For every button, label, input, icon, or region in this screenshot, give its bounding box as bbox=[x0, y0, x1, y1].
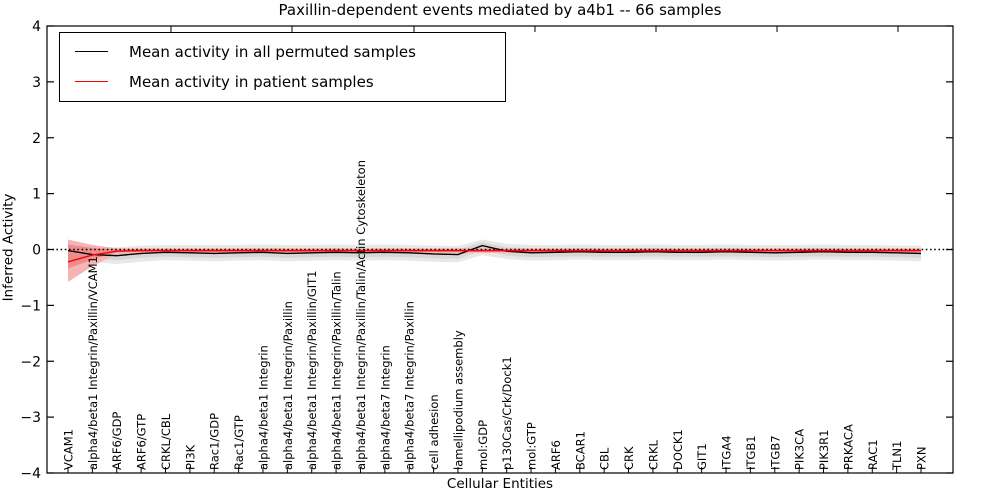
y-tick-label: 2 bbox=[32, 131, 41, 147]
patient-mean-line bbox=[67, 249, 921, 263]
x-category-label: mol:GDP bbox=[476, 420, 490, 470]
x-category-label: DOCK1 bbox=[671, 429, 685, 470]
x-category-label: VCAM1 bbox=[62, 429, 76, 470]
x-category-label: p130Cas/Crk/Dock1 bbox=[500, 356, 514, 470]
x-category-labels: VCAM1 alpha4/beta1 Integrin/Paxillin/VCAM… bbox=[62, 160, 929, 471]
x-category-label: alpha4/beta7 Integrin/Paxillin bbox=[403, 301, 417, 470]
y-axis-label: Inferred Activity bbox=[0, 193, 17, 302]
y-tick-label: 4 bbox=[32, 19, 41, 35]
y-tick-label: 1 bbox=[32, 187, 41, 203]
x-category-label: ITGB7 bbox=[768, 435, 782, 470]
x-category-label: alpha4/beta1 Integrin/Paxillin bbox=[281, 301, 295, 470]
x-category-label: BCAR1 bbox=[573, 431, 587, 470]
y-tick-label: 3 bbox=[32, 75, 41, 91]
x-category-label: CRKL/CBL bbox=[159, 413, 173, 470]
legend-label-permuted: Mean activity in all permuted samples bbox=[129, 42, 416, 61]
x-category-label: alpha4/beta1 Integrin bbox=[256, 345, 270, 470]
x-category-label: CRK bbox=[622, 446, 636, 470]
y-tick-label: −2 bbox=[20, 354, 41, 370]
x-category-label: ARF6/GTP bbox=[135, 414, 149, 470]
x-category-label: mol:GTP bbox=[525, 422, 539, 470]
x-axis-ticks bbox=[67, 26, 922, 473]
x-category-label: alpha4/beta7 Integrin bbox=[378, 345, 392, 470]
chart-title: Paxillin-dependent events mediated by a4… bbox=[278, 1, 722, 19]
y-axis-ticks: −4 −3 −2 −1 0 1 2 3 4 bbox=[20, 19, 953, 482]
x-category-label: Rac1/GDP bbox=[208, 413, 222, 470]
x-category-label: RAC1 bbox=[866, 439, 880, 470]
y-tick-label: −1 bbox=[20, 298, 41, 314]
x-category-label: alpha4/beta1 Integrin/Paxillin/VCAM1 bbox=[86, 256, 100, 470]
x-category-label: alpha4/beta1 Integrin/Paxillin/Talin bbox=[330, 271, 344, 470]
x-category-label: CBL bbox=[598, 447, 612, 470]
x-category-label: ARF6/GDP bbox=[110, 412, 124, 470]
legend: Mean activity in all permuted samples Me… bbox=[59, 32, 506, 102]
black-line-swatch-icon bbox=[75, 51, 108, 52]
x-category-label: PXN bbox=[915, 447, 929, 470]
x-axis-label: Cellular Entities bbox=[446, 476, 554, 492]
x-category-label: TLN1 bbox=[890, 441, 904, 471]
legend-item-patient: Mean activity in patient samples bbox=[70, 71, 495, 92]
x-category-label: cell adhesion bbox=[427, 394, 441, 470]
x-category-label: ITGA4 bbox=[720, 435, 734, 470]
x-category-label: PI3K bbox=[183, 444, 197, 470]
x-category-label: CRKL bbox=[646, 439, 660, 470]
y-tick-label: −4 bbox=[20, 466, 41, 482]
x-category-label: alpha4/beta1 Integrin/Paxillin/Talin/Act… bbox=[354, 160, 368, 470]
x-category-label: PIK3R1 bbox=[817, 430, 831, 471]
y-tick-label: 0 bbox=[32, 243, 41, 259]
red-line-swatch-icon bbox=[75, 81, 108, 82]
legend-item-permuted: Mean activity in all permuted samples bbox=[70, 41, 495, 62]
x-category-label: alpha4/beta1 Integrin/Paxillin/GIT1 bbox=[305, 271, 319, 470]
x-category-label: ITGB1 bbox=[744, 435, 758, 470]
x-category-label: PRKACA bbox=[841, 424, 855, 470]
x-category-label: lamellipodium assembly bbox=[451, 330, 465, 470]
y-tick-label: −3 bbox=[20, 410, 41, 426]
x-category-label: ARF6 bbox=[549, 440, 563, 470]
legend-label-patient: Mean activity in patient samples bbox=[129, 72, 374, 91]
permuted-mean-line bbox=[67, 244, 922, 257]
x-category-label: Rac1/GTP bbox=[232, 415, 246, 470]
x-category-label: GIT1 bbox=[695, 443, 709, 470]
x-category-label: PIK3CA bbox=[793, 429, 807, 470]
